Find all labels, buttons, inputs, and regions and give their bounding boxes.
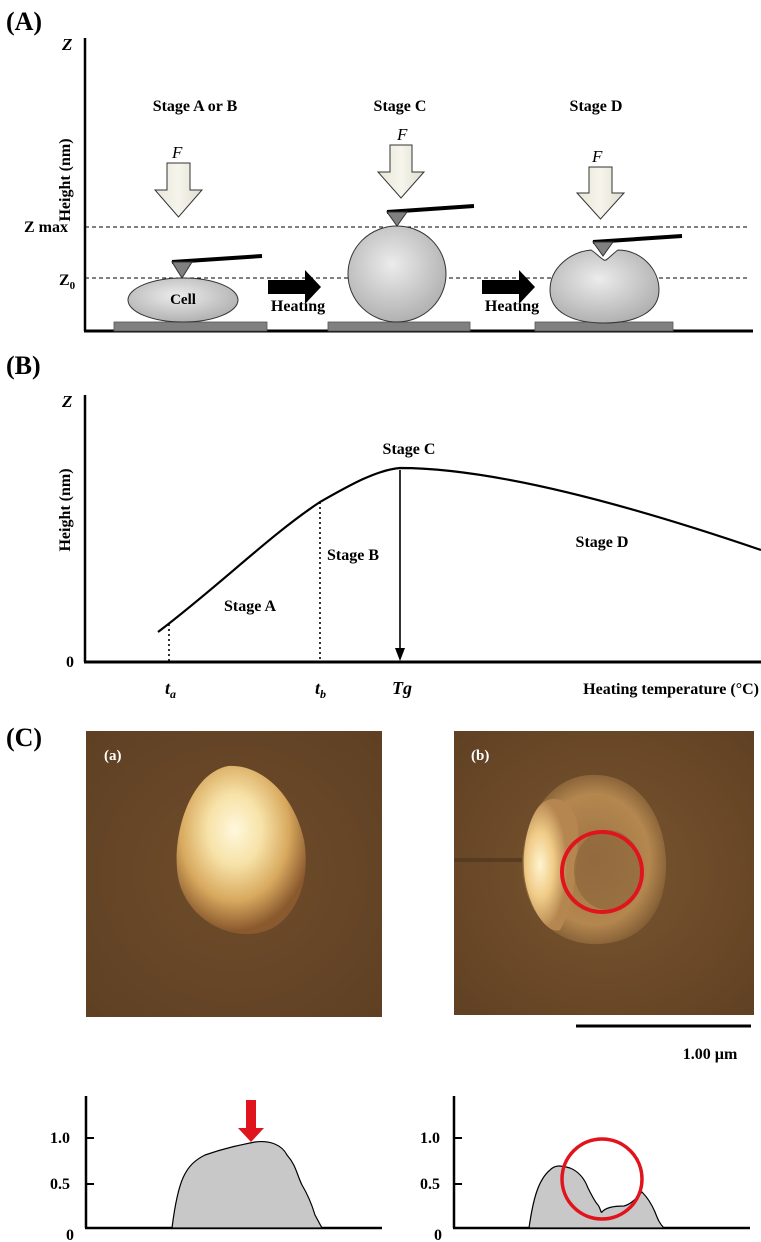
damage-circle-profile-b [560,1137,644,1221]
panel-c-label: (C) [6,723,42,752]
profile-b-tick-1: 1.0 [420,1130,440,1147]
stage-c-label-a: Stage C [374,98,427,115]
tb-label: tb [315,678,326,701]
cell-stage-ab [127,277,239,323]
profile-b-tick-0: 0 [434,1227,442,1242]
afm-image-b: (b) [454,731,754,1015]
profile-a-shape [171,1140,324,1229]
z-max-label: Z max [24,219,68,236]
cantilever-1 [171,254,263,279]
stage-d-label-a: Stage D [570,98,623,115]
stage-c-label-b: Stage C [383,441,436,458]
tg-label: Tg [392,678,412,698]
heating-arrow-1: Heating [268,270,325,315]
afm-cell-a [176,765,306,935]
ta-label: ta [165,678,176,701]
panel-b: (B) Z Height (nm) 0 Stage A Stage B Stag… [6,351,761,701]
scale-bar-label: 1.00 µm [683,1046,738,1063]
afm-image-a: (a) [86,731,382,1017]
height-profile-a: 1.0 0.5 0 [50,1096,382,1242]
force-label-2: F [396,125,408,144]
panel-b-y-axis-label: Height (nm) [57,468,74,551]
stage-d-label-b: Stage D [576,534,629,551]
afm-image-b-label: (b) [471,748,489,764]
cantilever-2 [386,204,475,227]
heating-label-2: Heating [485,298,539,315]
cell-stage-c [347,225,447,323]
height-curve [157,466,761,633]
tg-arrow [395,470,405,661]
panel-a-label: (A) [6,7,42,36]
profile-a-tick-0: 0 [66,1227,74,1242]
force-arrow-2: F [376,125,426,199]
stage-ab-label: Stage A or B [153,98,238,115]
force-arrow-1: F [153,143,204,218]
panel-b-origin: 0 [66,654,74,671]
force-label-1: F [171,143,183,162]
substrate-2 [327,321,471,332]
profile-a-tick-0-5: 0.5 [50,1176,70,1193]
panel-b-label: (B) [6,351,41,380]
panel-a-y-axis-label: Height (nm) [57,138,74,221]
panel-b-x-axis-label: Heating temperature (°C) [583,681,759,698]
cell-label: Cell [170,292,196,308]
panel-a: (A) Z Height (nm) Z max Z0 Stage A or B … [6,7,753,333]
afm-image-a-label: (a) [104,748,122,764]
height-profile-b: 1.0 0.5 0 [420,1096,750,1242]
force-arrow-3: F [575,147,626,220]
panel-c: (C) (a) (b) 1.00 µm 1.0 0.5 [6,723,754,1242]
indent-arrow-a [238,1100,264,1142]
stage-b-label: Stage B [327,547,379,564]
cell-stage-d [549,249,660,324]
z0-label: Z0 [59,272,76,292]
damage-circle-b [560,830,644,914]
stage-a-label: Stage A [224,598,276,615]
panel-b-z-axis: Z [61,392,72,411]
profile-a-tick-1: 1.0 [50,1130,70,1147]
heating-arrow-2: Heating [482,270,539,315]
force-label-3: F [591,147,603,166]
heating-label-1: Heating [271,298,325,315]
cantilever-3 [592,234,683,257]
afm-cell-b-crater [574,830,642,910]
afm-cell-b-bright [523,799,579,931]
profile-b-tick-0-5: 0.5 [420,1176,440,1193]
panel-a-z-axis: Z [61,35,72,54]
substrate-1 [113,321,268,332]
